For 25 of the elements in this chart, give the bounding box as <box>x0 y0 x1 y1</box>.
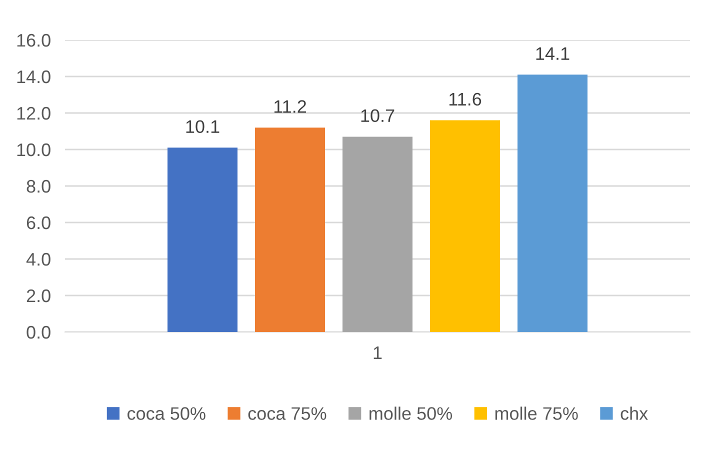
legend-label: molle 75% <box>495 406 578 420</box>
data-label: 10.1 <box>186 120 220 133</box>
y-tick-label: 4.0 <box>26 252 50 266</box>
data-label: 10.7 <box>361 109 394 122</box>
data-label: 11.2 <box>274 100 306 113</box>
x-tick-label: 1 <box>374 346 382 359</box>
bar <box>342 136 412 332</box>
data-label: 11.6 <box>449 92 482 106</box>
bar <box>168 148 238 332</box>
legend-label: coca 50% <box>128 407 206 420</box>
y-tick-label: 0.0 <box>26 326 50 339</box>
bar <box>518 74 588 332</box>
y-tick-label: 8.0 <box>26 180 50 193</box>
y-tick-label: 14.0 <box>17 70 50 84</box>
legend-label: molle 50% <box>370 406 452 420</box>
y-tick-label: 16.0 <box>17 34 50 47</box>
y-tick-label: 10.0 <box>17 143 50 156</box>
y-tick-label: 2.0 <box>26 289 50 302</box>
data-label: 14.1 <box>536 47 570 60</box>
legend-label: coca 75% <box>248 407 326 420</box>
bar <box>255 128 325 332</box>
bar <box>430 120 500 332</box>
y-tick-label: 6.0 <box>26 216 50 230</box>
legend-label: chx <box>620 406 648 420</box>
y-tick-label: 12.0 <box>17 106 50 120</box>
